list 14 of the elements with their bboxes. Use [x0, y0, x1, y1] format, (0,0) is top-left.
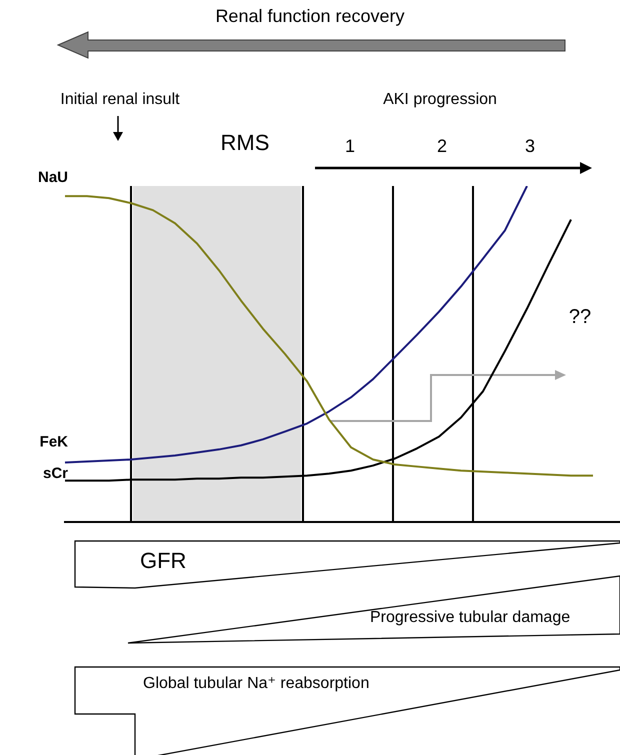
text: RMS	[220, 130, 270, 156]
series-label: sCr	[42, 464, 68, 482]
text: Renal function recovery	[214, 6, 406, 28]
text: AKI progression	[382, 90, 498, 110]
text: 3	[524, 136, 536, 158]
text: Initial renal insult	[59, 90, 181, 110]
text: Global tubular Na⁺ reabsorption	[143, 674, 370, 694]
text: 1	[344, 136, 356, 158]
series-label: NaU	[38, 169, 68, 186]
annotation: ??	[568, 305, 592, 329]
series-label: FeK	[40, 434, 68, 451]
text: 2	[436, 136, 448, 158]
text: Progressive tubular damage	[370, 608, 572, 628]
text: GFR	[140, 548, 188, 574]
